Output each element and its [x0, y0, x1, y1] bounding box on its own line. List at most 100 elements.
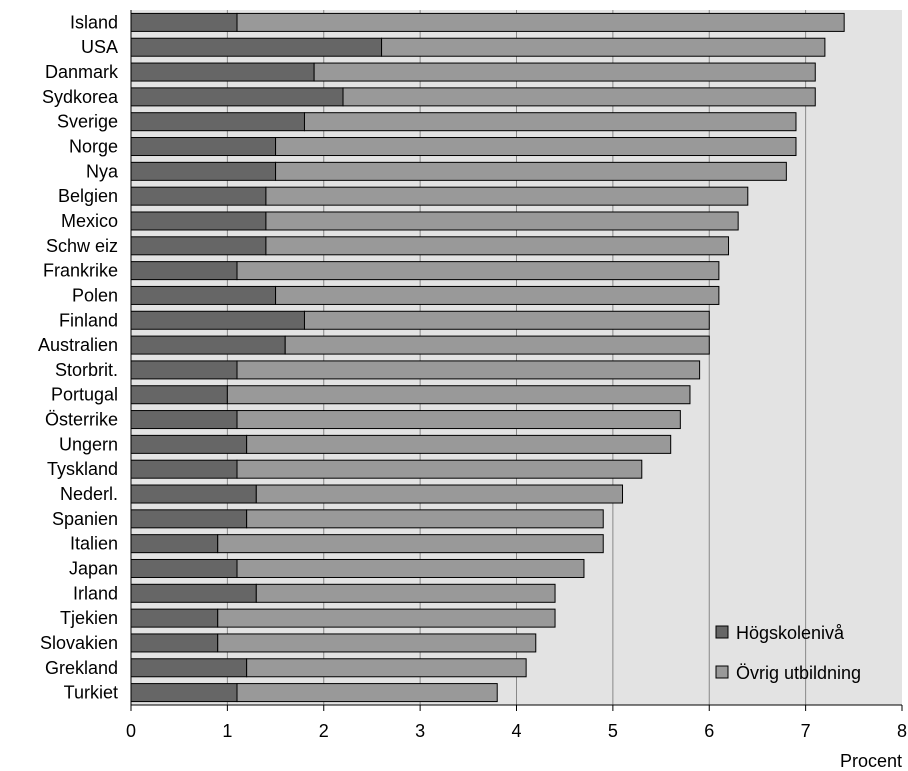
category-label: Storbrit. [55, 360, 118, 380]
bar-segment-hogskoleniva [130, 360, 238, 380]
category-label: Spanien [52, 509, 118, 529]
bar-segment-ovrig-utbildning [236, 683, 498, 703]
x-tick-label: 2 [319, 721, 329, 741]
x-axis-label: Procent [840, 751, 902, 771]
bar-segment-ovrig-utbildning [265, 186, 749, 206]
bar-segment-hogskoleniva [130, 633, 219, 653]
bar-segment-hogskoleniva [130, 434, 248, 454]
legend: Högskolenivå Övrig utbildning [715, 623, 861, 683]
category-label: Slovakien [40, 633, 118, 653]
category-label: Belgien [58, 186, 118, 206]
bar-segment-ovrig-utbildning [236, 459, 643, 479]
bar-segment-hogskoleniva [130, 608, 219, 628]
category-label: Ungern [59, 434, 118, 454]
x-tick-label: 7 [801, 721, 811, 741]
bar-segment-ovrig-utbildning [284, 335, 710, 355]
bar-segment-hogskoleniva [130, 484, 257, 504]
bar-segment-ovrig-utbildning [246, 509, 604, 529]
bar-segment-hogskoleniva [130, 683, 238, 703]
bar-segment-hogskoleniva [130, 459, 238, 479]
bar-segment-ovrig-utbildning [275, 161, 787, 181]
bar-segment-ovrig-utbildning [236, 12, 845, 32]
legend-label-ovrig-utbildning: Övrig utbildning [736, 663, 861, 683]
bar-segment-hogskoleniva [130, 558, 238, 578]
category-label: Tyskland [47, 459, 118, 479]
category-label: Australien [38, 335, 118, 355]
category-label: Italien [70, 534, 118, 554]
legend-swatch-ovrig-utbildning [715, 665, 729, 679]
bar-segment-hogskoleniva [130, 186, 267, 206]
category-label: Nederl. [60, 484, 118, 504]
category-label: Mexico [61, 211, 118, 231]
bar-segment-ovrig-utbildning [255, 484, 624, 504]
bar-segment-ovrig-utbildning [275, 285, 720, 305]
bar-segment-ovrig-utbildning [255, 583, 556, 603]
bar-segment-ovrig-utbildning [381, 37, 826, 57]
x-tick-label: 5 [608, 721, 618, 741]
category-label: Japan [69, 558, 118, 578]
category-label: Schw eiz [46, 236, 118, 256]
bar-segment-ovrig-utbildning [217, 633, 537, 653]
bar-segment-hogskoleniva [130, 583, 257, 603]
bar-segment-hogskoleniva [130, 534, 219, 554]
bar-segment-ovrig-utbildning [246, 434, 672, 454]
bar-segment-ovrig-utbildning [226, 385, 691, 405]
bar-segment-ovrig-utbildning [246, 658, 527, 678]
bar-segment-hogskoleniva [130, 310, 305, 330]
bar-segment-ovrig-utbildning [342, 87, 816, 107]
category-label: Frankrike [43, 261, 118, 281]
category-label: Portugal [51, 385, 118, 405]
bar-segment-ovrig-utbildning [236, 558, 585, 578]
bar-segment-hogskoleniva [130, 509, 248, 529]
category-label: USA [81, 37, 118, 57]
category-label: Sverige [57, 112, 118, 132]
bar-segment-ovrig-utbildning [275, 137, 797, 157]
category-label: Österrike [45, 410, 118, 430]
x-axis: 0 1 2 3 4 5 6 7 8 [126, 10, 907, 741]
category-label: Finland [59, 310, 118, 330]
bar-segment-hogskoleniva [130, 62, 315, 82]
bar-segment-hogskoleniva [130, 261, 238, 281]
bar-segment-hogskoleniva [130, 37, 383, 57]
bar-segment-hogskoleniva [130, 385, 228, 405]
bar-segment-hogskoleniva [130, 161, 277, 181]
category-label: Turkiet [64, 683, 118, 703]
bar-segment-ovrig-utbildning [265, 211, 739, 231]
bar-segment-hogskoleniva [130, 137, 277, 157]
category-labels: Island USA Danmark Sydkorea Sverige Norge Nya B… [38, 12, 119, 702]
bar-segment-hogskoleniva [130, 211, 267, 231]
bar-segment-ovrig-utbildning [217, 534, 604, 554]
x-tick-label: 3 [415, 721, 425, 741]
category-label: Irland [73, 583, 118, 603]
category-label: Island [70, 12, 118, 32]
category-label: Norge [69, 137, 118, 157]
bar-segment-ovrig-utbildning [236, 360, 701, 380]
bar-segment-hogskoleniva [130, 12, 238, 32]
bar-segment-hogskoleniva [130, 410, 238, 430]
category-label: Grekland [45, 658, 118, 678]
category-label: Danmark [45, 62, 119, 82]
x-tick-label: 8 [897, 721, 907, 741]
bar-segment-ovrig-utbildning [236, 410, 681, 430]
bar-segment-ovrig-utbildning [303, 112, 797, 132]
x-tick-label: 1 [222, 721, 232, 741]
bar-segment-hogskoleniva [130, 236, 267, 256]
bar-segment-hogskoleniva [130, 87, 344, 107]
legend-swatch-hogskoleniva [715, 625, 729, 639]
x-tick-label: 0 [126, 721, 136, 741]
bar-segment-hogskoleniva [130, 112, 305, 132]
bar-segment-ovrig-utbildning [236, 261, 720, 281]
category-label: Tjekien [60, 608, 118, 628]
category-label: Polen [72, 285, 118, 305]
bar-segment-ovrig-utbildning [217, 608, 556, 628]
legend-label-hogskoleniva: Högskolenivå [736, 623, 845, 643]
bar-segment-hogskoleniva [130, 285, 277, 305]
bar-segment-ovrig-utbildning [313, 62, 816, 82]
bar-segment-hogskoleniva [130, 335, 286, 355]
x-tick-label: 6 [704, 721, 714, 741]
bar-segment-hogskoleniva [130, 658, 248, 678]
x-tick-label: 4 [511, 721, 521, 741]
category-label: Nya [86, 161, 119, 181]
bar-segment-ovrig-utbildning [265, 236, 730, 256]
